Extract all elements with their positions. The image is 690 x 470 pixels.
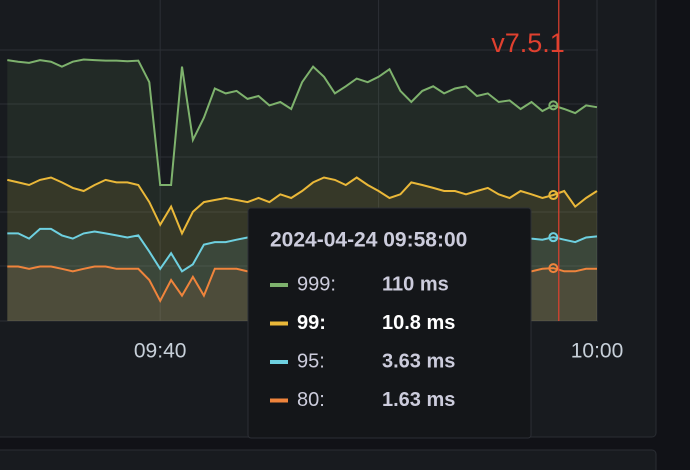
next-panel: [0, 449, 657, 470]
series-line: [7, 58, 598, 186]
tooltip-name: 999:: [297, 273, 336, 295]
tooltip-value: 1.63 ms: [382, 389, 455, 411]
tooltip-name: 99:: [297, 312, 326, 334]
tooltip: 2024-04-24 09:58:00 999: 110 ms 99: 10.8 ms…: [247, 207, 532, 439]
x-tick-label: 09:40: [134, 340, 187, 363]
x-tick-label: 10:00: [571, 340, 624, 363]
hover-point: [548, 100, 559, 111]
hover-point: [548, 263, 559, 274]
tooltip-value: 110 ms: [382, 273, 449, 295]
series-line: [7, 176, 598, 236]
tooltip-value: 3.63 ms: [382, 350, 455, 372]
hover-point: [548, 190, 559, 201]
annotation-label: v7.5.1: [491, 28, 565, 58]
tooltip-time: 2024-04-24 09:58:00: [270, 229, 467, 252]
tooltip-name: 80:: [297, 389, 325, 411]
tooltip-value: 10.8 ms: [382, 312, 455, 334]
tooltip-box: [247, 207, 532, 439]
tooltip-name: 95:: [297, 350, 325, 372]
hover-point: [548, 232, 559, 243]
